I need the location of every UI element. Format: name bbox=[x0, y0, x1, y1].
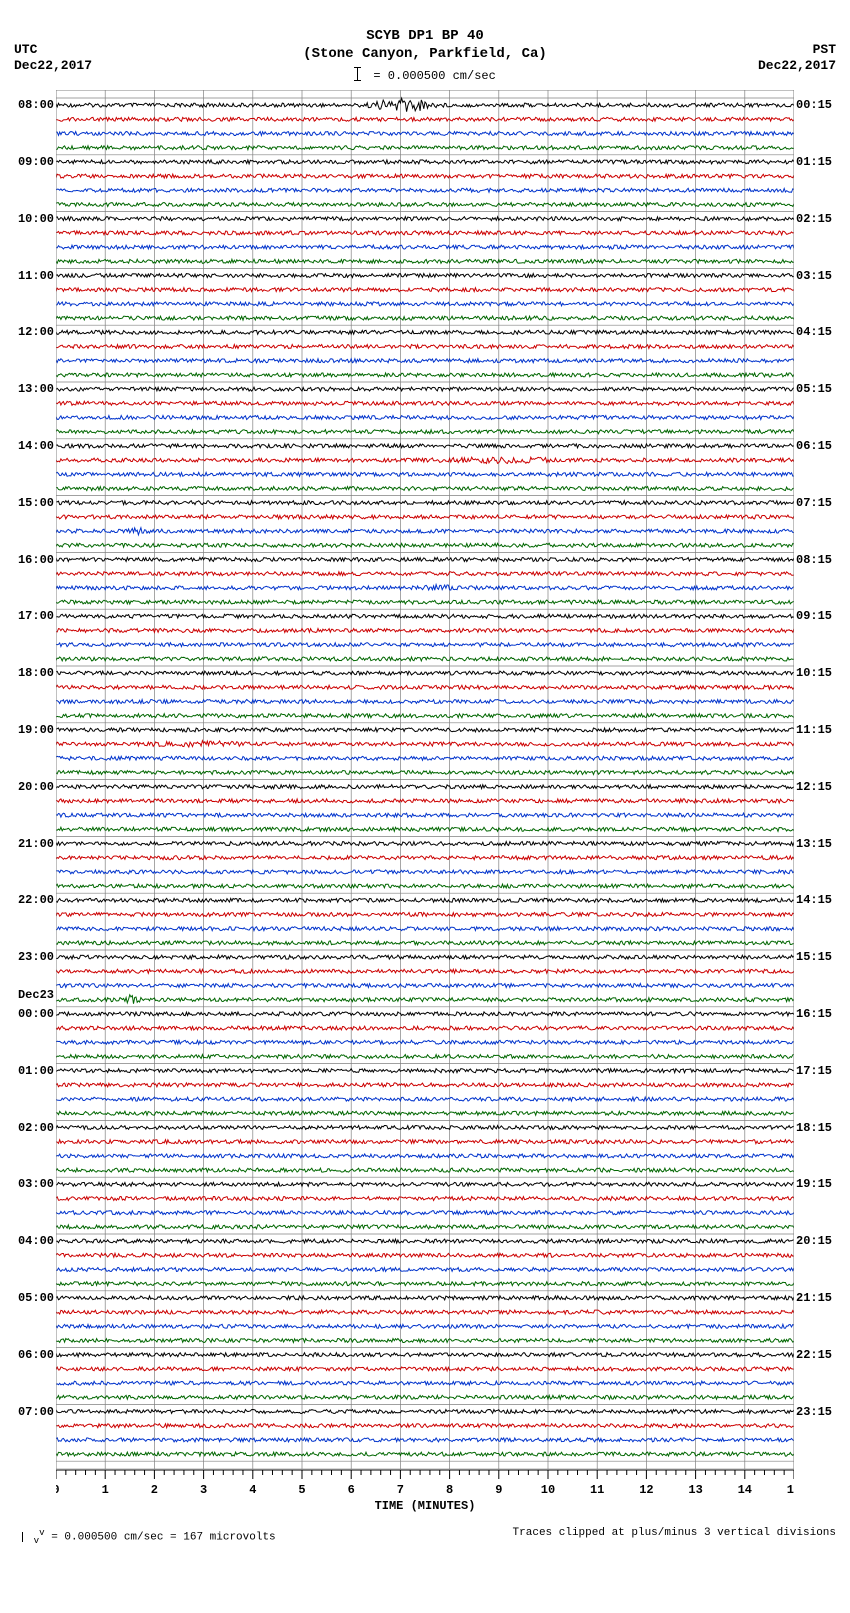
time-label: 02:00 bbox=[8, 1121, 54, 1135]
svg-text:4: 4 bbox=[249, 1483, 256, 1497]
footer-clip-note: Traces clipped at plus/minus 3 vertical … bbox=[513, 1527, 836, 1546]
time-label: 11:00 bbox=[8, 269, 54, 283]
time-label: 03:15 bbox=[796, 269, 842, 283]
footer: vv = 0.000500 cm/sec = 167 microvolts Tr… bbox=[0, 1513, 850, 1554]
svg-text:14: 14 bbox=[738, 1483, 752, 1497]
time-label: 21:15 bbox=[796, 1291, 842, 1305]
seismogram-page: UTC Dec22,2017 PST Dec22,2017 SCYB DP1 B… bbox=[0, 0, 850, 1554]
time-label: 22:15 bbox=[796, 1348, 842, 1362]
svg-text:1: 1 bbox=[102, 1483, 109, 1497]
time-label: 16:15 bbox=[796, 1007, 842, 1021]
scale-line: = 0.000500 cm/sec bbox=[0, 67, 850, 84]
date-left: Dec22,2017 bbox=[14, 58, 92, 74]
svg-text:6: 6 bbox=[348, 1483, 355, 1497]
tz-right: PST bbox=[758, 42, 836, 58]
svg-text:5: 5 bbox=[298, 1483, 305, 1497]
time-label: 17:00 bbox=[8, 609, 54, 623]
svg-text:0: 0 bbox=[56, 1483, 60, 1497]
time-label: 15:15 bbox=[796, 950, 842, 964]
time-label: 20:15 bbox=[796, 1234, 842, 1248]
svg-text:9: 9 bbox=[495, 1483, 502, 1497]
time-label: 14:15 bbox=[796, 893, 842, 907]
time-label: 21:00 bbox=[8, 837, 54, 851]
time-label: 05:00 bbox=[8, 1291, 54, 1305]
svg-text:12: 12 bbox=[639, 1483, 653, 1497]
svg-text:10: 10 bbox=[541, 1483, 555, 1497]
time-label: 11:15 bbox=[796, 723, 842, 737]
time-label: 05:15 bbox=[796, 382, 842, 396]
time-label: 13:00 bbox=[8, 382, 54, 396]
time-label: 16:00 bbox=[8, 553, 54, 567]
time-label: 00:15 bbox=[796, 98, 842, 112]
svg-text:3: 3 bbox=[200, 1483, 207, 1497]
plot-area: 08:0009:0010:0011:0012:0013:0014:0015:00… bbox=[56, 90, 794, 1469]
time-label: 23:00 bbox=[8, 950, 54, 964]
time-label: 02:15 bbox=[796, 212, 842, 226]
svg-text:13: 13 bbox=[688, 1483, 702, 1497]
time-label: 18:15 bbox=[796, 1121, 842, 1135]
time-label: 04:15 bbox=[796, 325, 842, 339]
time-label: 18:00 bbox=[8, 666, 54, 680]
time-label: 22:00 bbox=[8, 893, 54, 907]
svg-text:11: 11 bbox=[590, 1483, 604, 1497]
x-axis: 0123456789101112131415 TIME (MINUTES) bbox=[56, 1469, 794, 1513]
footer-scale: vv = 0.000500 cm/sec = 167 microvolts bbox=[14, 1527, 276, 1546]
footer-scale-text: = 0.000500 cm/sec = 167 microvolts bbox=[51, 1532, 275, 1544]
utc-hour-labels: 08:00 09:00 10:00 11:00 12:00 13:00 14:00 15:00… bbox=[8, 90, 54, 1469]
svg-text:15: 15 bbox=[787, 1483, 794, 1497]
time-label: 19:00 bbox=[8, 723, 54, 737]
time-label: 23:15 bbox=[796, 1405, 842, 1419]
tz-left: UTC bbox=[14, 42, 92, 58]
time-label: 00:00 bbox=[8, 1007, 54, 1021]
time-label: 17:15 bbox=[796, 1064, 842, 1078]
time-label: 01:15 bbox=[796, 155, 842, 169]
time-label: 15:00 bbox=[8, 496, 54, 510]
time-label: 13:15 bbox=[796, 837, 842, 851]
time-label: 01:00 bbox=[8, 1064, 54, 1078]
time-label: 10:15 bbox=[796, 666, 842, 680]
title-block: SCYB DP1 BP 40 (Stone Canyon, Parkfield,… bbox=[0, 0, 850, 84]
time-label: 19:15 bbox=[796, 1177, 842, 1191]
date-right: Dec22,2017 bbox=[758, 58, 836, 74]
header-left: UTC Dec22,2017 bbox=[14, 42, 92, 73]
time-label: 10:00 bbox=[8, 212, 54, 226]
svg-text:2: 2 bbox=[151, 1483, 158, 1497]
x-axis-title: TIME (MINUTES) bbox=[56, 1499, 794, 1513]
time-label: 07:00 bbox=[8, 1405, 54, 1419]
svg-text:7: 7 bbox=[397, 1483, 404, 1497]
header-right: PST Dec22,2017 bbox=[758, 42, 836, 73]
svg-text:8: 8 bbox=[446, 1483, 453, 1497]
title-line2: (Stone Canyon, Parkfield, Ca) bbox=[0, 46, 850, 64]
time-label: 04:00 bbox=[8, 1234, 54, 1248]
time-label: 08:15 bbox=[796, 553, 842, 567]
scale-icon bbox=[354, 67, 362, 81]
scale-text: = 0.000500 cm/sec bbox=[373, 69, 495, 83]
seismogram-plot bbox=[56, 90, 794, 1469]
x-axis-ticks: 0123456789101112131415 bbox=[56, 1469, 794, 1497]
time-label: 06:15 bbox=[796, 439, 842, 453]
time-label: 09:15 bbox=[796, 609, 842, 623]
time-label: 14:00 bbox=[8, 439, 54, 453]
pst-hour-labels: 00:15 01:15 02:15 03:15 04:15 05:15 06:15 07:15… bbox=[796, 90, 842, 1469]
title-line1: SCYB DP1 BP 40 bbox=[0, 28, 850, 46]
time-label: 06:00 bbox=[8, 1348, 54, 1362]
time-label: 20:00 bbox=[8, 780, 54, 794]
time-label: 12:15 bbox=[796, 780, 842, 794]
time-label: 09:00 bbox=[8, 155, 54, 169]
time-label: 12:00 bbox=[8, 325, 54, 339]
time-label: 07:15 bbox=[796, 496, 842, 510]
time-label: 08:00 bbox=[8, 98, 54, 112]
day-break-label: Dec23 bbox=[8, 988, 54, 1002]
time-label: 03:00 bbox=[8, 1177, 54, 1191]
